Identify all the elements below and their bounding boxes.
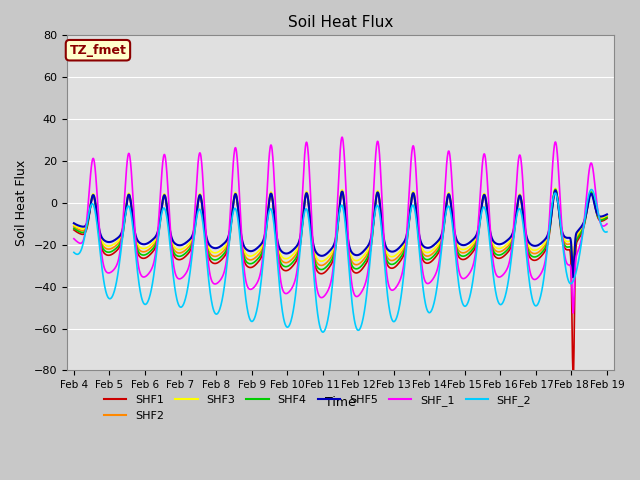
SHF4 <box>540 247 548 252</box>
SHF2 <box>175 250 183 256</box>
SHF2 <box>603 214 611 219</box>
SHF1 <box>175 257 183 263</box>
SHF_1 <box>70 236 77 241</box>
SHF1 <box>70 227 77 233</box>
SHF_2 <box>319 329 326 335</box>
SHF5 <box>540 238 547 244</box>
SHF1 <box>552 187 559 193</box>
Line: SHF5: SHF5 <box>74 191 607 277</box>
SHF_2 <box>175 303 183 309</box>
SHF_2 <box>248 319 256 324</box>
SHF_1 <box>540 264 548 269</box>
SHF4 <box>70 226 77 231</box>
SHF4 <box>189 239 196 245</box>
SHF5 <box>423 245 431 251</box>
Line: SHF_1: SHF_1 <box>74 137 607 313</box>
SHF_1 <box>424 281 431 287</box>
SHF5 <box>570 275 577 280</box>
SHF2 <box>552 186 559 192</box>
SHF5 <box>603 212 611 217</box>
SHF_2 <box>424 308 431 313</box>
SHF_2 <box>70 250 77 255</box>
SHF_2 <box>189 250 196 255</box>
SHF_1 <box>175 276 183 282</box>
SHF_1 <box>493 273 500 279</box>
Line: SHF2: SHF2 <box>74 189 607 265</box>
SHF1 <box>189 242 196 248</box>
SHF1 <box>569 368 577 373</box>
SHF1 <box>423 260 431 266</box>
SHF3 <box>248 253 256 259</box>
SHF2 <box>70 224 77 229</box>
SHF_1 <box>570 310 577 316</box>
SHF_1 <box>248 286 256 292</box>
SHF1 <box>540 251 547 256</box>
SHF3 <box>317 258 325 264</box>
SHF4 <box>248 261 256 266</box>
SHF5 <box>189 233 196 239</box>
Y-axis label: Soil Heat Flux: Soil Heat Flux <box>15 160 28 246</box>
SHF5 <box>70 220 77 226</box>
SHF3 <box>175 247 183 252</box>
SHF5 <box>175 242 183 248</box>
SHF3 <box>603 213 611 218</box>
SHF4 <box>552 187 559 192</box>
SHF5 <box>493 241 500 247</box>
SHF1 <box>493 255 500 261</box>
SHF4 <box>175 253 183 259</box>
SHF_1 <box>603 221 611 227</box>
SHF1 <box>248 264 256 270</box>
SHF3 <box>424 250 431 255</box>
SHF4 <box>603 215 611 220</box>
SHF2 <box>493 249 500 254</box>
SHF2 <box>540 244 548 250</box>
SHF_2 <box>540 275 548 280</box>
SHF3 <box>189 234 196 240</box>
SHF1 <box>603 216 611 221</box>
Text: TZ_fmet: TZ_fmet <box>70 44 126 57</box>
SHF_2 <box>588 187 595 192</box>
X-axis label: Time: Time <box>325 396 356 408</box>
SHF2 <box>317 263 325 268</box>
Line: SHF3: SHF3 <box>74 188 607 261</box>
SHF4 <box>493 252 500 258</box>
Title: Soil Heat Flux: Soil Heat Flux <box>288 15 393 30</box>
SHF_1 <box>339 134 346 140</box>
SHF_2 <box>493 295 500 301</box>
SHF4 <box>424 257 431 263</box>
SHF3 <box>70 222 77 228</box>
SHF5 <box>552 188 559 193</box>
SHF3 <box>540 241 548 247</box>
SHF2 <box>189 237 196 242</box>
Legend: SHF1, SHF2, SHF3, SHF4, SHF5, SHF_1, SHF_2: SHF1, SHF2, SHF3, SHF4, SHF5, SHF_1, SHF… <box>100 391 536 425</box>
SHF_1 <box>189 240 196 246</box>
SHF2 <box>424 253 431 259</box>
Line: SHF4: SHF4 <box>74 190 607 270</box>
SHF5 <box>248 248 256 254</box>
Line: SHF_2: SHF_2 <box>74 190 607 332</box>
SHF2 <box>248 257 256 263</box>
SHF3 <box>552 185 559 191</box>
Line: SHF1: SHF1 <box>74 190 607 371</box>
SHF_2 <box>603 229 611 235</box>
SHF3 <box>493 245 500 251</box>
SHF4 <box>317 267 325 273</box>
